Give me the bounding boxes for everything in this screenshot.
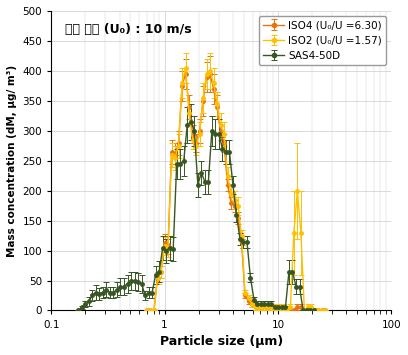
Text: 덕트 유속 (U₀) : 10 m/s: 덕트 유속 (U₀) : 10 m/s — [65, 23, 191, 36]
Y-axis label: Mass concentration (dM, μg/ m³): Mass concentration (dM, μg/ m³) — [7, 65, 17, 257]
X-axis label: Particle size (μm): Particle size (μm) — [160, 335, 283, 348]
Legend: ISO4 (U₀/U =6.30), ISO2 (U₀/U =1.57), SAS4-50D: ISO4 (U₀/U =6.30), ISO2 (U₀/U =1.57), SA… — [259, 16, 386, 65]
